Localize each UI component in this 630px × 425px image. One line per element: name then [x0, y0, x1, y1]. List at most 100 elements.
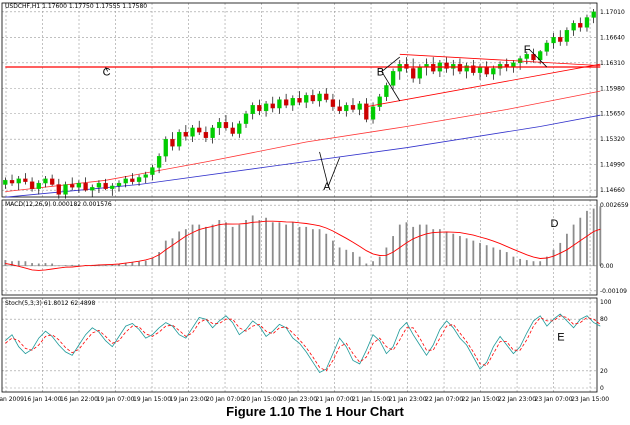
price-tick-label: 1.17010 — [600, 9, 625, 16]
candle-up — [544, 42, 550, 52]
x-tick-label: 19 Jan 15:00 — [133, 396, 171, 403]
candle-up — [143, 174, 148, 178]
candle-up — [357, 103, 362, 110]
candle-up — [417, 66, 422, 79]
stoch-tick-label: 20 — [600, 368, 608, 375]
x-tick-label: 16 Jan 2009 — [0, 396, 24, 403]
candle-up — [123, 178, 128, 184]
candle-up — [344, 105, 349, 112]
candle-up — [277, 99, 282, 109]
candle-up — [237, 123, 242, 134]
x-tick-label: 21 Jan 23:00 — [389, 396, 427, 403]
macd-tick-label: 0.002659 — [600, 202, 629, 209]
candle-up — [163, 139, 168, 157]
stoch-signal-line — [5, 315, 601, 372]
candle-up — [3, 180, 8, 185]
x-tick-label: 23 Jan 07:00 — [535, 396, 573, 403]
x-tick-label: 23 Jan 15:00 — [571, 396, 609, 403]
candle-down — [484, 66, 489, 75]
candle-up — [136, 177, 142, 182]
price-tick-label: 1.15320 — [600, 136, 625, 143]
annotation-pointer — [319, 151, 329, 187]
price-tick-label: 1.15650 — [600, 111, 625, 118]
x-tick-label: 19 Jan 23:00 — [170, 396, 208, 403]
x-tick-label: 21 Jan 07:00 — [316, 396, 354, 403]
candle-up — [317, 93, 322, 102]
macd-tick-label: 0.00 — [600, 263, 614, 270]
x-tick-label: 22 Jan 23:00 — [498, 396, 536, 403]
candle-up — [110, 185, 115, 189]
candle-down — [404, 64, 409, 69]
candle-down — [70, 184, 75, 188]
annotation-pointer — [528, 48, 548, 68]
candle-up — [76, 182, 82, 188]
candle-up — [397, 64, 402, 72]
candle-up — [43, 178, 48, 184]
stoch-tick-label: 0 — [600, 385, 604, 392]
annotation-b: B — [377, 67, 384, 79]
candle-down — [230, 127, 235, 134]
candle-down — [471, 65, 476, 73]
candle-up — [290, 98, 295, 106]
candle-up — [190, 127, 195, 137]
candle-down — [531, 54, 536, 61]
x-tick-label: 22 Jan 15:00 — [462, 396, 500, 403]
candle-up — [156, 156, 162, 168]
candle-down — [83, 182, 88, 191]
annotation-e: E — [557, 332, 564, 344]
price-tick-label: 1.16640 — [600, 34, 625, 41]
candle-down — [170, 139, 175, 147]
x-tick-label: 16 Jan 14:00 — [24, 396, 62, 403]
line-triangle-upper — [399, 53, 601, 66]
candle-down — [203, 131, 209, 138]
candle-down — [558, 37, 563, 42]
annotation-a: A — [323, 181, 331, 193]
candle-down — [183, 131, 189, 137]
candle-up — [451, 64, 456, 69]
candles — [3, 9, 596, 199]
candle-up — [591, 11, 596, 18]
candle-down — [29, 181, 35, 189]
main-panel-frame — [1, 2, 598, 198]
candle-up — [96, 182, 102, 188]
candle-up — [464, 65, 469, 72]
candle-down — [431, 64, 436, 72]
trendlines — [5, 53, 601, 108]
candle-down — [310, 95, 316, 102]
candle-up — [524, 54, 529, 59]
candle-up — [477, 66, 483, 73]
annotation-f: F — [524, 44, 531, 56]
line-triangle-lower — [366, 63, 601, 108]
candle-up — [571, 23, 576, 31]
candle-up — [177, 131, 182, 147]
candle-down — [578, 23, 583, 28]
stoch-panel-title: Stoch(5,3,3) 61.8012 62.4898 — [5, 300, 96, 307]
x-tick-label: 20 Jan 07:00 — [206, 396, 244, 403]
candle-up — [116, 182, 122, 187]
main-panel-title: USDCHF,H1 1.17600 1.17750 1.17555 1.1758… — [5, 3, 147, 10]
annotation-pointer — [381, 71, 401, 102]
candle-up — [377, 96, 382, 107]
candle-down — [56, 184, 61, 195]
candle-down — [330, 99, 336, 107]
candle-down — [457, 64, 463, 72]
macd-signal-line — [5, 220, 601, 271]
x-tick-label: 16 Jan 22:00 — [60, 396, 98, 403]
candle-up — [63, 184, 68, 195]
x-tick-label: 19 Jan 07:00 — [97, 396, 135, 403]
annotations: A B C F D E — [103, 44, 565, 344]
candle-up — [36, 182, 41, 189]
candle-down — [444, 62, 449, 69]
stoch-tick-label: 80 — [600, 316, 608, 323]
candle-down — [9, 180, 15, 184]
candle-up — [243, 113, 249, 124]
candle-up — [250, 105, 255, 114]
candle-up — [90, 187, 95, 191]
candle-up — [263, 103, 269, 112]
x-tick-label: 20 Jan 15:00 — [243, 396, 281, 403]
candle-up — [497, 64, 503, 69]
candle-up — [370, 106, 376, 120]
annotation-c: C — [103, 67, 111, 79]
annotation-pointer — [327, 157, 340, 187]
